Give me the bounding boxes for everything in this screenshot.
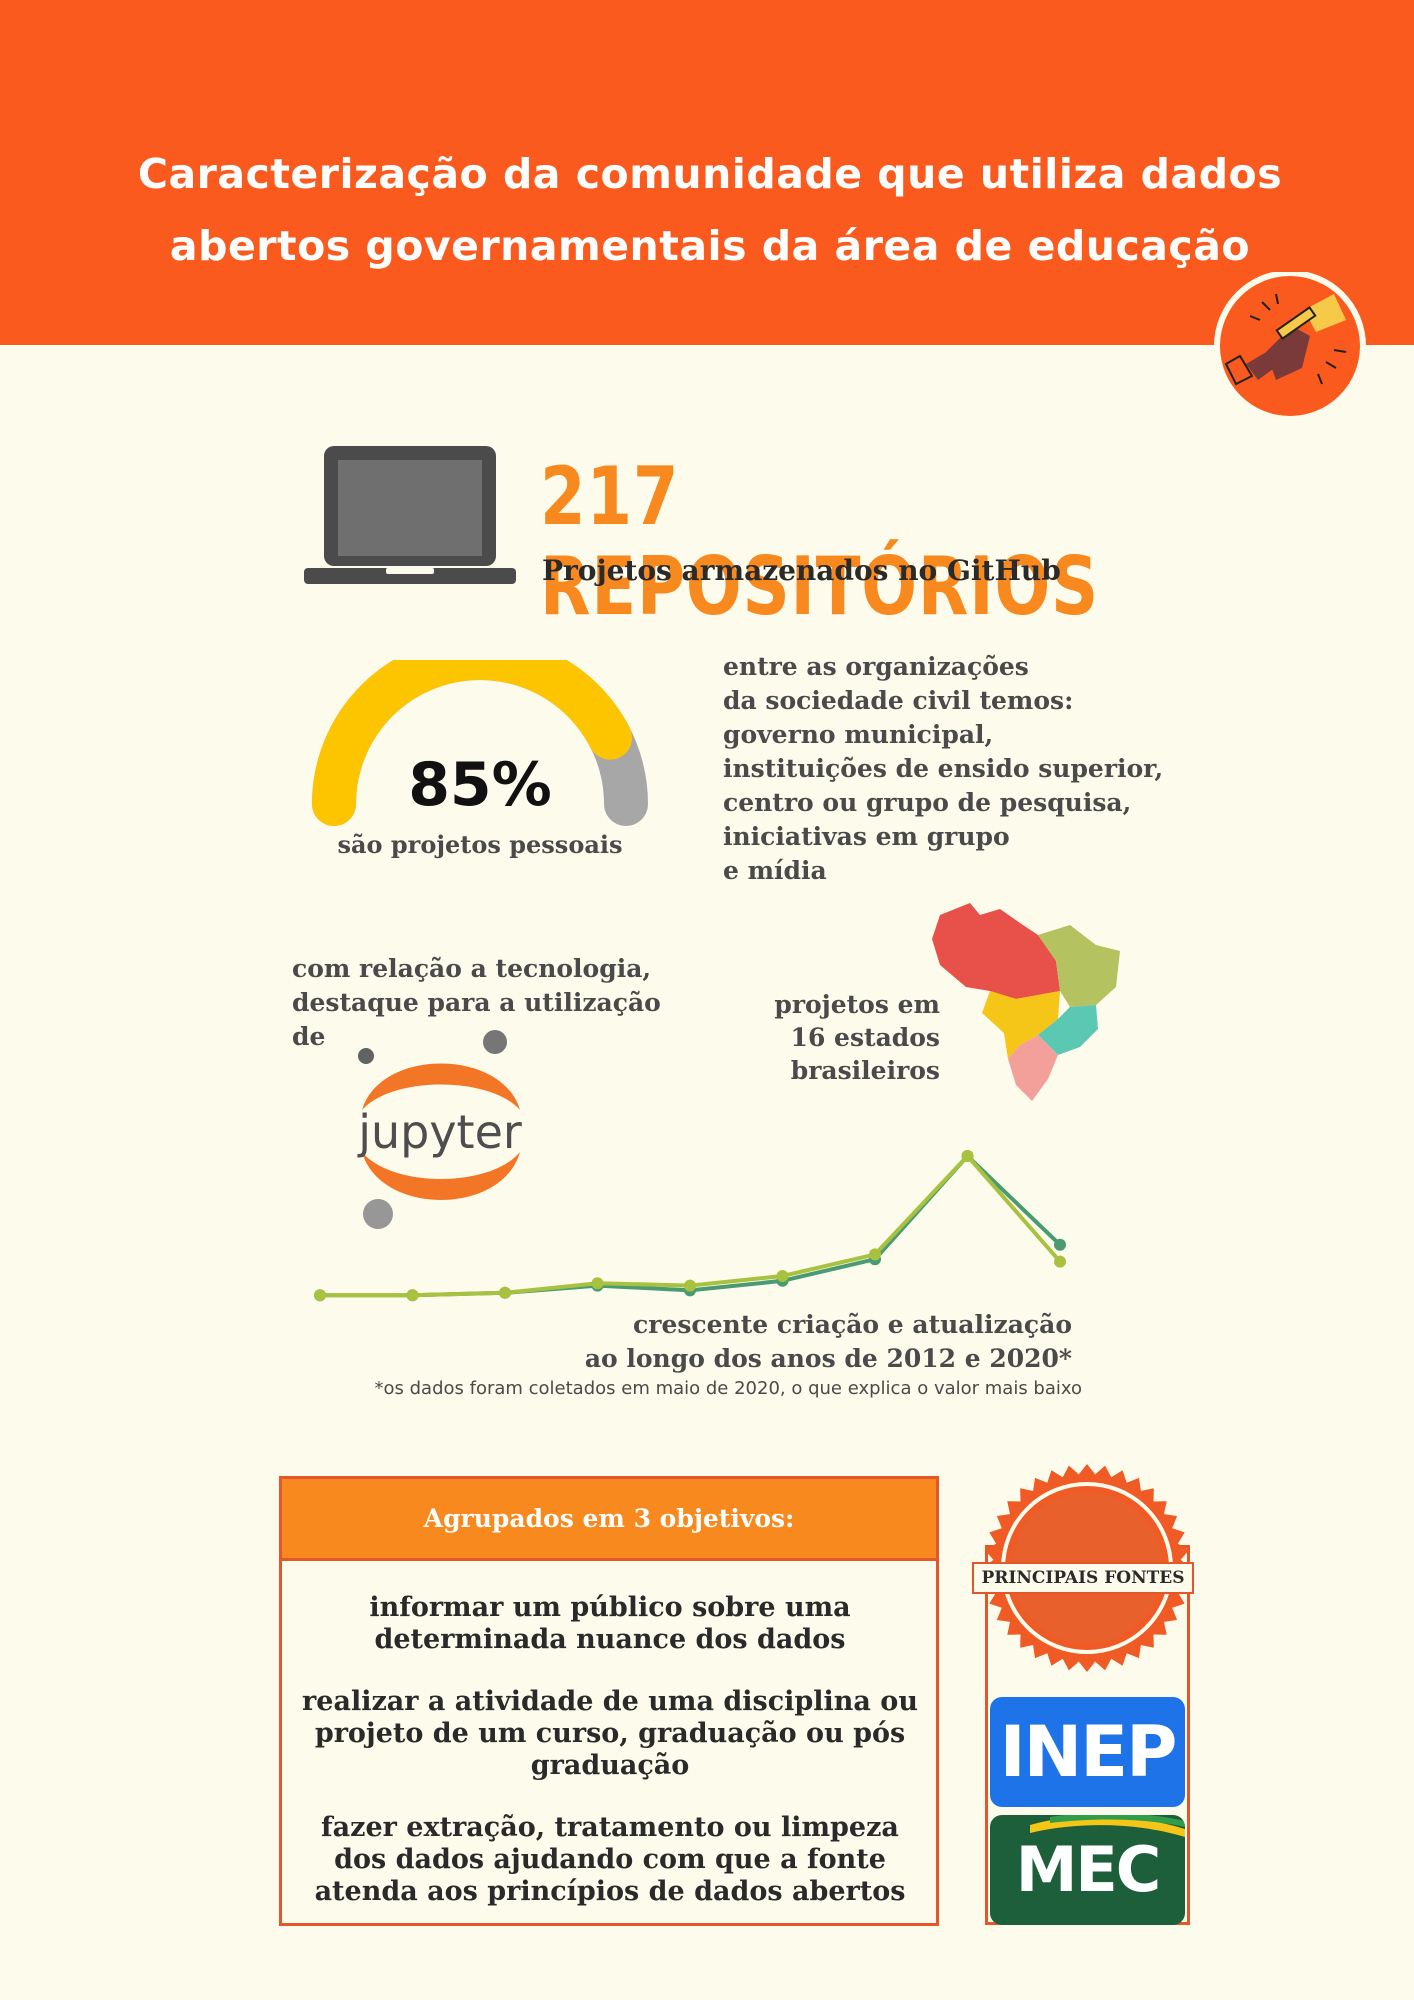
laptop-icon (304, 446, 516, 584)
gauge-fill (312, 660, 633, 826)
technology-line: destaque para a utilização (292, 988, 661, 1017)
series-2-line (320, 1153, 1062, 1298)
jupyter-wordmark: jupyter (357, 1105, 522, 1159)
organizations-line: instituições de ensido superior, (723, 754, 1164, 783)
states-line: 16 estados (790, 1023, 940, 1052)
technology-text: com relação a tecnologia, destaque para … (292, 952, 661, 1054)
header-banner (0, 0, 1414, 345)
repository-subtitle: Projetos armazenados no GitHub (542, 554, 1061, 587)
sources-label: PRINCIPAIS FONTES (972, 1562, 1194, 1594)
organizations-line: e mídia (723, 856, 827, 885)
inep-logo-text: INEP (999, 1711, 1178, 1793)
series-2-point-2018 (869, 1248, 881, 1261)
organizations-line: da sociedade civil temos: (723, 686, 1074, 715)
organizations-line: entre as organizações (723, 652, 1029, 681)
organizations-text: entre as organizações da sociedade civil… (723, 650, 1163, 888)
inep-logo: INEP (990, 1697, 1185, 1807)
states-line: brasileiros (790, 1056, 940, 1085)
organizations-line: iniciativas em grupo (723, 822, 1010, 851)
series-2-point-2020 (1054, 1255, 1066, 1268)
jupyter-logo: jupyter (357, 1030, 522, 1229)
mec-logo: MEC (990, 1815, 1185, 1925)
repositories-timeline-chart (314, 1150, 1066, 1302)
organizations-line: centro ou grupo de pesquisa, (723, 788, 1132, 817)
gauge-percentage: 85% (408, 750, 552, 820)
goal-item: informar um público sobre uma determinad… (369, 1592, 851, 1655)
header-torn-edge (0, 320, 1414, 343)
page-title: Caracterização da comunidade que utiliza… (90, 138, 1330, 282)
series-2-point-2012 (314, 1289, 326, 1302)
states-text: projetos em 16 estados brasileiros (760, 988, 940, 1087)
series-2-point-2016 (684, 1279, 696, 1292)
series-2-point-2015 (591, 1277, 604, 1290)
mec-swoosh-icon (1030, 1815, 1185, 1837)
goal-item: realizar a atividade de uma disciplina o… (302, 1686, 918, 1781)
brazil-map-icon (932, 903, 1120, 1101)
gauge-label: são projetos pessoais (337, 830, 623, 859)
personal-projects-gauge (312, 660, 648, 826)
chart-caption: crescente criação e atualização ao longo… (560, 1308, 1072, 1376)
title-line-1: Caracterização da comunidade que utiliza… (137, 150, 1283, 198)
technology-line: com relação a tecnologia, (292, 954, 652, 983)
series-2-point-2014 (499, 1286, 511, 1299)
hands-with-pencil-icon (1214, 272, 1366, 422)
series-2-point-2017 (776, 1270, 789, 1282)
organizations-line: governo municipal, (723, 720, 994, 749)
series-2-point-2019 (961, 1150, 974, 1162)
chart-caption-line: crescente criação e atualização (633, 1310, 1072, 1339)
chart-caption-line: ao longo dos anos de 2012 e 2020* (584, 1344, 1072, 1373)
mec-logo-text: MEC (1015, 1833, 1162, 1906)
states-line: projetos em (774, 990, 940, 1019)
technology-line: de (292, 1022, 326, 1051)
goal-item: fazer extração, tratamento ou limpeza do… (314, 1812, 906, 1907)
title-line-2: abertos governamentais da área de educaç… (169, 222, 1251, 270)
series-1-point-2020 (1054, 1238, 1066, 1251)
series-2-point-2013 (406, 1289, 419, 1302)
goals-header: Agrupados em 3 objetivos: (279, 1476, 939, 1561)
chart-footnote: *os dados foram coletados em maio de 202… (374, 1378, 1083, 1399)
repository-count: 217 REPOSITÓRIOS (540, 450, 1100, 633)
